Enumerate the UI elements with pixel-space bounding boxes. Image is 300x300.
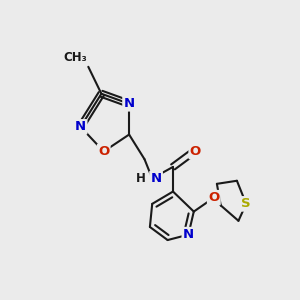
- Text: N: N: [183, 228, 194, 241]
- Text: N: N: [124, 97, 135, 110]
- Text: O: O: [208, 191, 219, 204]
- Text: N: N: [151, 172, 162, 185]
- Text: O: O: [190, 145, 201, 158]
- Text: O: O: [98, 145, 109, 158]
- Text: H: H: [136, 172, 146, 185]
- Text: S: S: [241, 197, 251, 210]
- Text: CH₃: CH₃: [63, 51, 87, 64]
- Text: N: N: [75, 120, 86, 134]
